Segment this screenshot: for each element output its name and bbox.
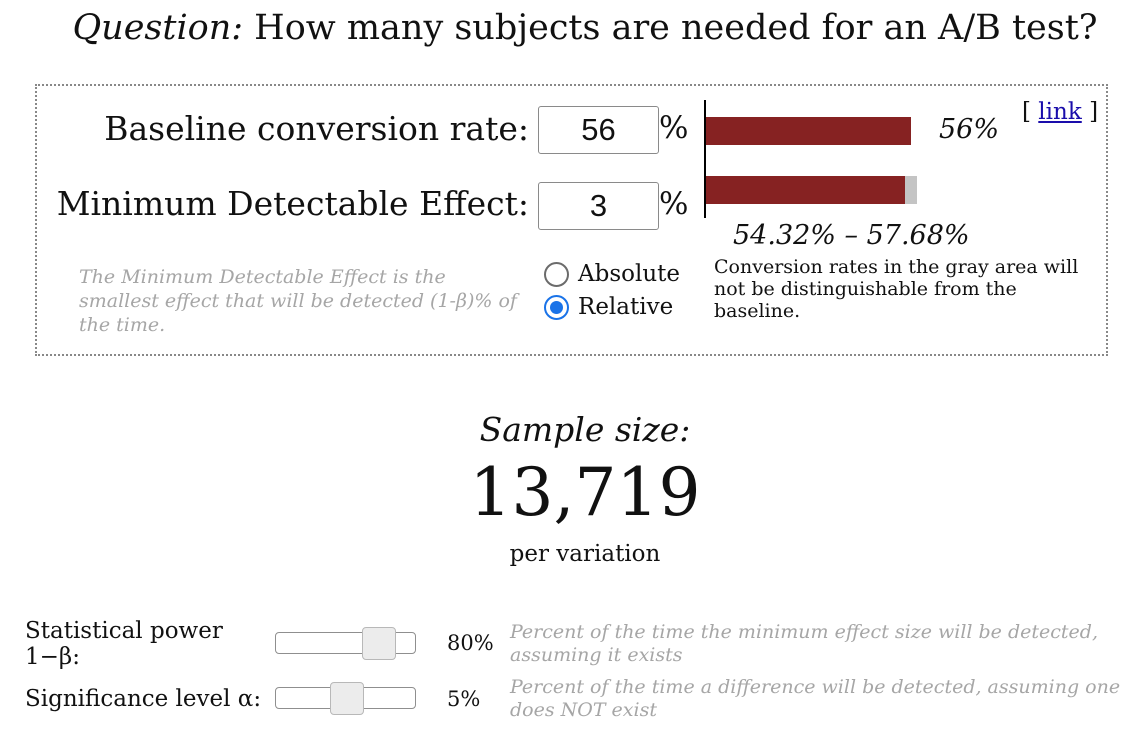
significance-slider-thumb[interactable] — [330, 682, 364, 715]
power-value: 80% — [447, 631, 494, 655]
permalink[interactable]: link — [1038, 99, 1082, 125]
radio-absolute-button[interactable] — [544, 261, 569, 287]
radio-absolute-label[interactable]: Absolute — [578, 261, 681, 287]
page-title: Question: How many subjects are needed f… — [0, 8, 1132, 48]
confidence-range: 54.32% – 57.68% — [733, 220, 970, 251]
power-label-text: Statistical power 1−β: — [25, 618, 223, 670]
sample-size-label: Sample size: — [479, 410, 691, 449]
mde-label: Minimum Detectable Effect: — [56, 184, 529, 223]
significance-slider[interactable] — [275, 682, 416, 715]
radio-relative-label[interactable]: Relative — [578, 294, 674, 320]
baseline-bar — [706, 117, 911, 145]
baseline-unit: % — [659, 110, 689, 146]
range-bar — [706, 176, 905, 204]
gray-area-note: Conversion rates in the gray area will n… — [714, 256, 1079, 322]
power-slider[interactable] — [275, 627, 416, 660]
mde-input[interactable] — [538, 182, 659, 230]
baseline-input[interactable] — [538, 106, 659, 154]
bar-axis — [704, 100, 706, 218]
question-text: How many subjects are needed for an A/B … — [243, 8, 1098, 48]
radio-relative-button[interactable] — [544, 294, 569, 320]
link-wrapper: [ link ] — [1022, 99, 1098, 125]
power-slider-thumb[interactable] — [362, 627, 396, 660]
radio-absolute[interactable]: Absolute — [544, 261, 680, 287]
baseline-bar-value: 56% — [939, 114, 1000, 145]
significance-value: 5% — [447, 687, 481, 711]
question-prefix: Question: — [72, 8, 244, 48]
link-close-bracket: ] — [1081, 99, 1099, 125]
mde-unit: % — [659, 186, 689, 222]
radio-relative[interactable]: Relative — [544, 294, 673, 320]
significance-label: Significance level α: — [25, 686, 262, 712]
baseline-label: Baseline conversion rate: — [104, 109, 529, 148]
sample-size-value: 13,719 — [469, 454, 701, 531]
significance-help-text: Percent of the time a difference will be… — [510, 676, 1121, 721]
power-help-text: Percent of the time the minimum effect s… — [510, 621, 1098, 666]
indistinguishable-range — [905, 176, 917, 204]
sample-size-unit: per variation — [509, 541, 661, 567]
power-label: Statistical power 1−β: — [25, 618, 225, 670]
link-open-bracket: [ — [1022, 99, 1039, 125]
mde-help-text: The Minimum Detectable Effect is the sma… — [79, 266, 517, 336]
input-panel — [35, 84, 1108, 356]
